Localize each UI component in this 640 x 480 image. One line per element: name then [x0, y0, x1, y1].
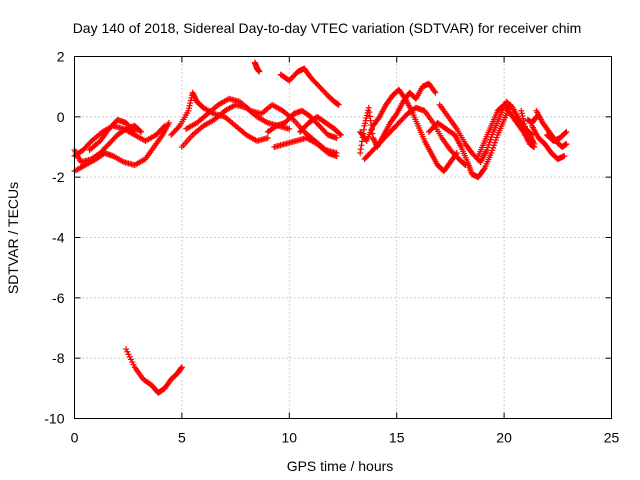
- data-point: [360, 126, 367, 133]
- data-point: [357, 150, 364, 157]
- axes: 0 5 10 15 20 25 -10 -8 -6 -4 -2 0 2: [44, 49, 619, 446]
- y-tick-label: 0: [57, 109, 65, 125]
- y-tick-label: -2: [52, 169, 65, 185]
- data-point: [175, 124, 182, 131]
- x-tick-label: 5: [178, 430, 186, 446]
- data-point: [563, 140, 570, 147]
- data-point: [264, 134, 271, 141]
- data-point: [367, 117, 374, 124]
- x-tick-label: 20: [496, 430, 512, 446]
- x-tick-label: 25: [604, 430, 620, 446]
- data-point: [256, 68, 263, 75]
- data-point: [431, 88, 438, 95]
- data-point: [563, 128, 570, 135]
- y-tick-label: 2: [57, 49, 65, 65]
- x-axis-label: GPS time / hours: [287, 458, 394, 474]
- data-point: [357, 146, 364, 153]
- data-point: [530, 139, 537, 146]
- data-point: [366, 109, 373, 116]
- x-tick-label: 10: [282, 430, 298, 446]
- data-point: [392, 112, 399, 119]
- y-axis-label: SDTVAR / TECUs: [5, 182, 21, 294]
- x-tick-label: 15: [389, 430, 405, 446]
- data-point: [335, 101, 342, 108]
- data-point: [166, 119, 173, 126]
- x-tick-label: 0: [71, 430, 79, 446]
- data-point: [401, 94, 408, 101]
- data-point: [336, 131, 343, 138]
- data-point: [138, 128, 145, 135]
- plot-frame: [74, 56, 612, 419]
- data-point: [333, 134, 340, 141]
- data-point: [365, 104, 372, 111]
- data-point: [178, 365, 185, 372]
- data-point: [358, 142, 365, 149]
- data-points: [71, 59, 570, 396]
- data-point: [375, 115, 382, 122]
- data-point: [160, 124, 167, 131]
- data-point: [131, 128, 138, 135]
- y-tick-label: -8: [52, 350, 65, 366]
- data-point: [333, 153, 340, 160]
- data-point: [367, 113, 374, 120]
- y-tick-label: -10: [44, 411, 64, 427]
- data-point: [337, 131, 344, 138]
- y-tick-label: -6: [52, 290, 65, 306]
- y-tick-label: -4: [52, 230, 65, 246]
- data-point: [178, 364, 185, 371]
- data-point: [130, 127, 137, 134]
- data-point: [561, 153, 568, 160]
- data-point: [161, 122, 168, 129]
- data-point: [562, 129, 569, 136]
- data-point: [137, 128, 144, 135]
- data-point: [432, 89, 439, 96]
- chart-title: Day 140 of 2018, Sidereal Day-to-day VTE…: [73, 20, 582, 36]
- data-point: [480, 166, 487, 173]
- data-point: [286, 125, 293, 132]
- grid: [74, 56, 612, 419]
- data-point: [531, 140, 538, 147]
